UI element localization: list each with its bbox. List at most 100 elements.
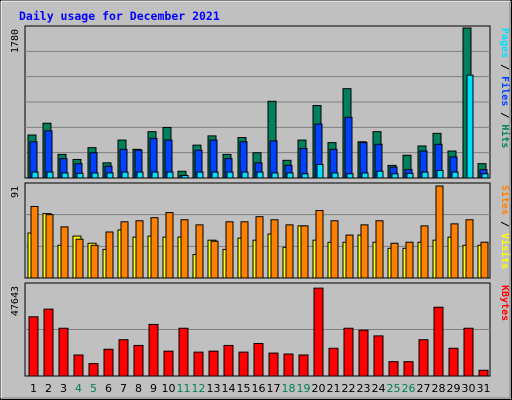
x-tick-label-1: 1 bbox=[30, 382, 37, 395]
series-legend-middle: Sites / Visits bbox=[499, 185, 511, 269]
bar-kbytes-10 bbox=[163, 350, 174, 377]
x-tick-label-17: 17 bbox=[267, 382, 281, 395]
bar-pages-5 bbox=[91, 172, 99, 179]
bar-sites-27 bbox=[420, 225, 429, 279]
bar-kbytes-28 bbox=[433, 306, 444, 377]
bar-kbytes-22 bbox=[343, 327, 354, 377]
bar-kbytes-24 bbox=[373, 335, 384, 377]
bar-pages-4 bbox=[76, 172, 84, 179]
legend-entry: Pages bbox=[499, 28, 510, 58]
x-tick-label-2: 2 bbox=[45, 382, 52, 395]
bar-pages-12 bbox=[196, 171, 204, 179]
bar-kbytes-18 bbox=[283, 353, 294, 377]
bar-sites-6 bbox=[105, 231, 114, 279]
bar-pages-29 bbox=[451, 171, 459, 179]
bar-pages-2 bbox=[46, 171, 54, 179]
x-tick-label-13: 13 bbox=[207, 382, 221, 395]
bar-sites-16 bbox=[255, 216, 264, 279]
bar-kbytes-17 bbox=[268, 352, 279, 377]
bar-files-22 bbox=[344, 116, 353, 179]
bar-pages-27 bbox=[421, 171, 429, 179]
bar-pages-9 bbox=[151, 171, 159, 179]
legend-entry: Sites bbox=[499, 185, 511, 215]
bar-sites-24 bbox=[375, 220, 384, 279]
bar-kbytes-2 bbox=[43, 308, 54, 377]
bar-kbytes-14 bbox=[223, 344, 234, 377]
y-max-label-middle: 91 bbox=[10, 186, 21, 198]
bar-sites-21 bbox=[330, 220, 339, 279]
bar-sites-12 bbox=[195, 224, 204, 279]
bar-pages-30 bbox=[466, 74, 474, 179]
bar-sites-22 bbox=[345, 234, 354, 279]
bar-sites-10 bbox=[165, 212, 174, 279]
bar-kbytes-30 bbox=[463, 327, 474, 377]
bar-kbytes-6 bbox=[103, 348, 114, 377]
bar-pages-28 bbox=[436, 169, 444, 179]
x-tick-label-16: 16 bbox=[252, 382, 266, 395]
bar-sites-29 bbox=[450, 223, 459, 279]
bar-kbytes-5 bbox=[88, 363, 99, 377]
bar-sites-14 bbox=[225, 221, 234, 279]
x-tick-label-7: 7 bbox=[120, 382, 127, 395]
legend-entry: / bbox=[499, 215, 510, 233]
bar-pages-17 bbox=[271, 172, 279, 179]
bar-sites-4 bbox=[75, 238, 84, 279]
bar-pages-1 bbox=[31, 171, 39, 179]
x-tick-label-30: 30 bbox=[462, 382, 476, 395]
bar-kbytes-21 bbox=[328, 347, 339, 377]
x-tick-label-5: 5 bbox=[90, 382, 97, 395]
bar-pages-13 bbox=[211, 171, 219, 179]
bar-sites-25 bbox=[390, 242, 399, 279]
x-tick-label-12: 12 bbox=[192, 382, 206, 395]
x-tick-label-21: 21 bbox=[327, 382, 341, 395]
bar-kbytes-31 bbox=[478, 369, 489, 377]
x-tick-label-10: 10 bbox=[162, 382, 176, 395]
bar-kbytes-15 bbox=[238, 351, 249, 377]
bar-kbytes-27 bbox=[418, 339, 429, 377]
bar-kbytes-29 bbox=[448, 347, 459, 377]
bar-kbytes-7 bbox=[118, 339, 129, 377]
series-legend-top: Pages / Files / Hits bbox=[499, 28, 511, 148]
bar-pages-15 bbox=[241, 171, 249, 179]
y-max-label-top: 1780 bbox=[10, 29, 21, 53]
bar-kbytes-13 bbox=[208, 350, 219, 377]
bar-sites-28 bbox=[435, 185, 444, 279]
x-tick-label-27: 27 bbox=[417, 382, 431, 395]
bar-kbytes-25 bbox=[388, 361, 399, 377]
bar-pages-14 bbox=[226, 171, 234, 179]
bar-pages-20 bbox=[316, 164, 324, 179]
bar-sites-17 bbox=[270, 219, 279, 279]
x-tick-label-3: 3 bbox=[60, 382, 67, 395]
legend-entry: Files bbox=[499, 76, 511, 106]
bar-pages-10 bbox=[166, 171, 174, 179]
x-tick-label-28: 28 bbox=[432, 382, 446, 395]
bar-pages-24 bbox=[376, 170, 384, 179]
legend-entry: / bbox=[499, 106, 510, 124]
bar-pages-21 bbox=[331, 172, 339, 179]
bar-files-2 bbox=[44, 130, 53, 179]
bar-pages-19 bbox=[301, 173, 309, 179]
bar-pages-25 bbox=[391, 173, 399, 179]
x-tick-label-23: 23 bbox=[357, 382, 371, 395]
x-tick-label-26: 26 bbox=[402, 382, 416, 395]
bar-sites-13 bbox=[210, 240, 219, 279]
bar-kbytes-9 bbox=[148, 323, 159, 377]
series-legend-bottom: KBytes bbox=[499, 285, 510, 321]
x-tick-label-19: 19 bbox=[297, 382, 311, 395]
bar-files-17 bbox=[269, 140, 278, 179]
legend-entry: KBytes bbox=[499, 285, 510, 321]
bar-sites-18 bbox=[285, 224, 294, 279]
bar-kbytes-3 bbox=[58, 327, 69, 377]
chart-title: Daily usage for December 2021 bbox=[19, 9, 220, 23]
x-tick-label-25: 25 bbox=[387, 382, 401, 395]
x-tick-label-11: 11 bbox=[177, 382, 191, 395]
bar-pages-6 bbox=[106, 172, 114, 179]
legend-entry: Visits bbox=[499, 233, 511, 269]
bar-pages-7 bbox=[121, 171, 129, 179]
bar-kbytes-11 bbox=[178, 327, 189, 377]
bar-kbytes-20 bbox=[313, 287, 324, 377]
bar-kbytes-4 bbox=[73, 354, 84, 377]
bar-kbytes-23 bbox=[358, 329, 369, 377]
